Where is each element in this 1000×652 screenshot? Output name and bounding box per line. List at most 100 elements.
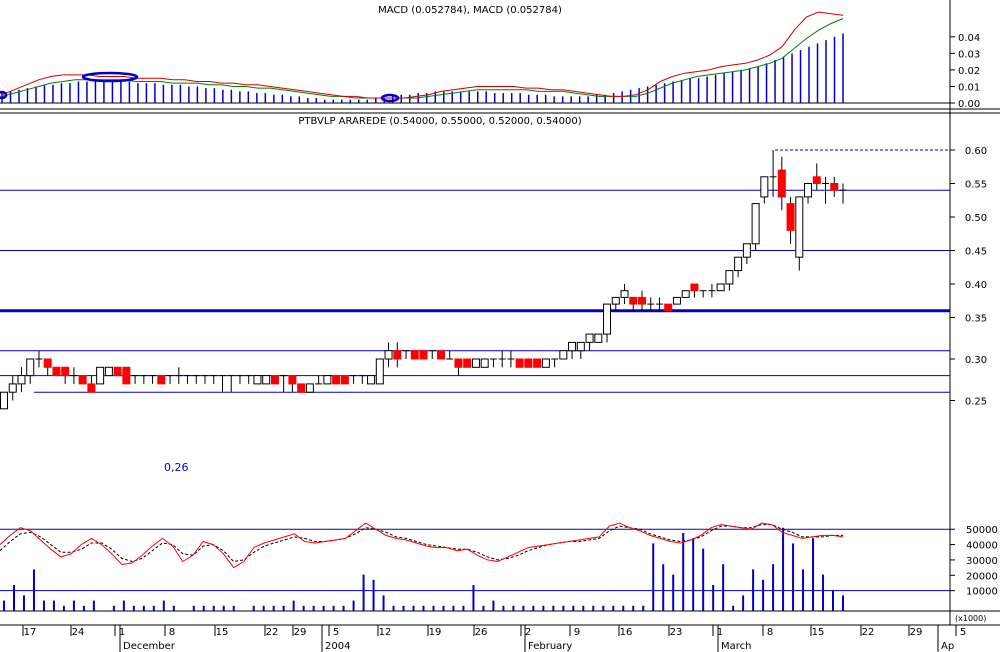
price-candle bbox=[210, 375, 218, 384]
price-candle bbox=[270, 375, 279, 385]
x-month-label: February bbox=[528, 641, 572, 652]
candle-body bbox=[471, 358, 480, 368]
candle-body bbox=[804, 183, 813, 198]
price-candle bbox=[507, 350, 515, 368]
price-candle bbox=[804, 183, 813, 204]
price-candle bbox=[358, 375, 366, 384]
price-candle bbox=[576, 341, 585, 359]
candle-body bbox=[716, 283, 725, 292]
lower-ytick-label: 50000 bbox=[966, 525, 998, 536]
price-candle bbox=[0, 391, 8, 410]
price-candle bbox=[611, 296, 620, 311]
candle-body bbox=[760, 176, 769, 198]
price-candle bbox=[350, 375, 358, 384]
candle-body bbox=[690, 283, 699, 292]
lower-axis: 50000 40000 30000 20000 10000 bbox=[0, 525, 998, 598]
price-candle bbox=[777, 156, 786, 211]
price-candles bbox=[0, 150, 847, 410]
candle-body bbox=[104, 366, 113, 377]
price-candle bbox=[78, 375, 87, 385]
candle-body bbox=[795, 196, 804, 258]
x-day-label: 24 bbox=[72, 627, 85, 638]
price-candle bbox=[471, 358, 480, 368]
candle-body bbox=[288, 375, 297, 385]
price-candle bbox=[236, 375, 244, 384]
highlight-circle bbox=[0, 90, 8, 100]
candle-body bbox=[17, 375, 26, 385]
x-day-label: 12 bbox=[379, 627, 392, 638]
price-title: PTBVLP ARAREDE (0.54000, 0.55000, 0.5200… bbox=[298, 116, 581, 127]
price-candle bbox=[419, 350, 428, 360]
price-candle bbox=[26, 358, 35, 384]
x-day-label: 17 bbox=[24, 627, 37, 638]
price-candle bbox=[760, 176, 769, 204]
price-candle bbox=[175, 367, 183, 384]
candle-body bbox=[664, 303, 673, 312]
price-candle bbox=[315, 375, 323, 385]
price-candle bbox=[297, 383, 306, 393]
x-day-label: 22 bbox=[862, 627, 875, 638]
price-candle bbox=[227, 375, 235, 393]
candle-body bbox=[384, 350, 393, 360]
candle-body bbox=[576, 341, 585, 352]
panel-frames bbox=[0, 0, 1000, 625]
candle-body bbox=[375, 358, 384, 385]
x-day-label: 23 bbox=[670, 627, 683, 638]
price-candle bbox=[839, 183, 847, 204]
price-candle bbox=[305, 383, 314, 393]
price-candle bbox=[446, 350, 454, 360]
macd-line bbox=[1, 11, 844, 99]
candle-body bbox=[26, 358, 35, 377]
candle-body bbox=[262, 375, 271, 385]
candle-body bbox=[742, 243, 751, 258]
price-horizontal-lines bbox=[0, 149, 950, 393]
x-day-label: 15 bbox=[812, 627, 825, 638]
x-day-label: 8 bbox=[767, 627, 773, 638]
price-candle bbox=[489, 358, 497, 368]
candle-body bbox=[559, 350, 568, 360]
candle-body bbox=[830, 183, 839, 191]
x-axis: 17 24 1 8 15 22 29 5 12 19 26 2 9 16 23 1 8 15 22 29 5Decemb… bbox=[0, 624, 1000, 652]
price-candle bbox=[524, 358, 533, 368]
candle-body bbox=[340, 375, 349, 385]
price-candle bbox=[17, 367, 26, 393]
price-candle bbox=[769, 150, 777, 197]
price-ytick-label: 0.35 bbox=[965, 314, 987, 325]
candle-body bbox=[436, 350, 445, 360]
price-candle bbox=[620, 284, 629, 305]
price-candle bbox=[367, 375, 376, 385]
candle-body bbox=[122, 366, 131, 385]
stoch-k-line bbox=[0, 522, 844, 569]
price-candle bbox=[629, 296, 638, 311]
stoch-d-line bbox=[0, 524, 843, 563]
highlight-circle bbox=[81, 71, 139, 83]
x-day-label: 29 bbox=[910, 627, 923, 638]
price-candle bbox=[699, 290, 707, 298]
candle-body bbox=[603, 303, 612, 335]
price-candle bbox=[104, 366, 113, 377]
candle-body bbox=[480, 358, 489, 368]
price-candle bbox=[70, 367, 78, 384]
price-candle bbox=[664, 303, 673, 312]
macd-ytick-label: 0.01 bbox=[958, 82, 980, 93]
price-ytick-label: 0.25 bbox=[965, 397, 987, 408]
price-candle bbox=[332, 375, 341, 385]
price-candle bbox=[795, 196, 804, 271]
candle-body bbox=[253, 375, 262, 385]
price-candle bbox=[87, 375, 96, 393]
candle-body bbox=[52, 366, 61, 377]
price-candle bbox=[480, 358, 489, 368]
x-day-label: 1 bbox=[717, 627, 723, 638]
candle-body bbox=[297, 383, 306, 393]
price-candle bbox=[822, 176, 830, 204]
price-candle bbox=[35, 350, 43, 368]
price-candle bbox=[340, 375, 349, 385]
x-day-label: 15 bbox=[216, 627, 229, 638]
macd-lines bbox=[1, 11, 844, 99]
price-candle bbox=[8, 375, 17, 401]
x-day-label: 9 bbox=[574, 627, 580, 638]
candle-body bbox=[305, 383, 314, 393]
candle-body bbox=[629, 296, 638, 305]
price-candle bbox=[812, 163, 821, 191]
